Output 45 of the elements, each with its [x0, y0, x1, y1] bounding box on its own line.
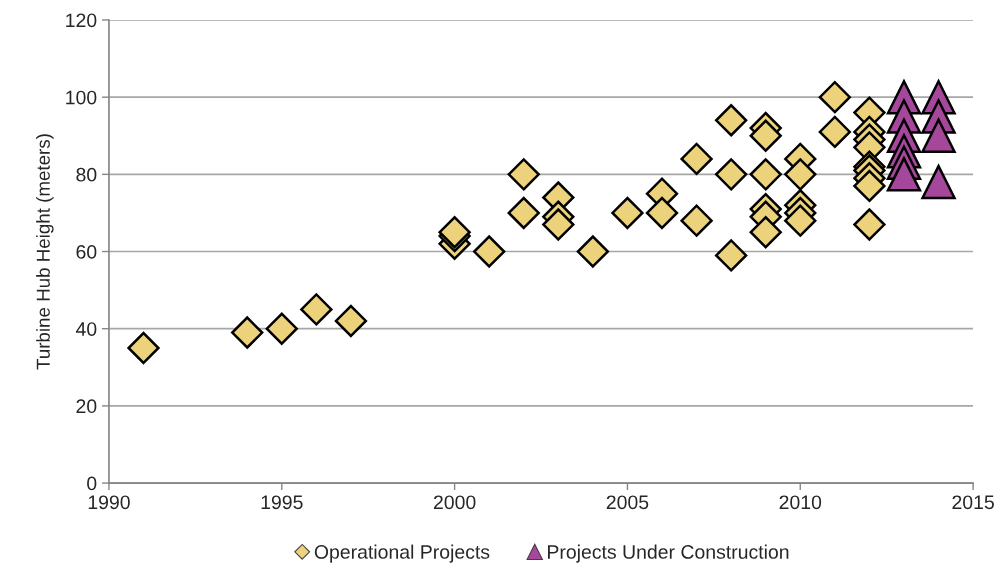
y-axis-title: Turbine Hub Height (meters) [36, 134, 54, 370]
point [680, 142, 713, 176]
point [645, 196, 679, 230]
y-tick-label: 80 [76, 167, 97, 182]
point [921, 118, 956, 153]
point [921, 164, 956, 200]
x-tick-label: 2015 [952, 495, 994, 510]
point [507, 158, 540, 191]
y-tick-label: 100 [66, 90, 97, 105]
y-tick-label: 40 [75, 322, 97, 336]
point [749, 158, 782, 191]
x-tick-label: 1990 [88, 495, 130, 510]
point [611, 196, 644, 230]
legend-label: Projects Under Construction [548, 544, 789, 563]
legend-label: Operational Projects [314, 544, 490, 563]
point [749, 216, 782, 249]
point [784, 204, 817, 237]
point [542, 208, 575, 241]
point [853, 208, 886, 241]
y-tick-label: 120 [66, 13, 97, 28]
point [784, 158, 817, 191]
point [714, 104, 748, 137]
x-tick-label: 1995 [261, 495, 303, 510]
point [818, 80, 852, 114]
point [473, 235, 506, 268]
y-tick-label: 0 [87, 476, 97, 491]
point [818, 115, 852, 149]
point [853, 169, 886, 203]
point [334, 304, 368, 338]
point [576, 235, 610, 268]
point [265, 312, 298, 345]
point [507, 196, 540, 230]
point [714, 158, 748, 191]
y-tick-label: 60 [76, 244, 97, 259]
point [231, 316, 264, 349]
point [680, 204, 713, 237]
point [749, 119, 782, 152]
point [714, 239, 748, 272]
y-tick-label: 20 [76, 399, 97, 414]
point [127, 331, 160, 365]
point [886, 157, 922, 192]
x-tick-label: 2000 [433, 495, 476, 510]
x-tick-label: 2010 [779, 495, 822, 510]
x-tick-label: 2005 [606, 495, 649, 510]
point [300, 293, 333, 326]
